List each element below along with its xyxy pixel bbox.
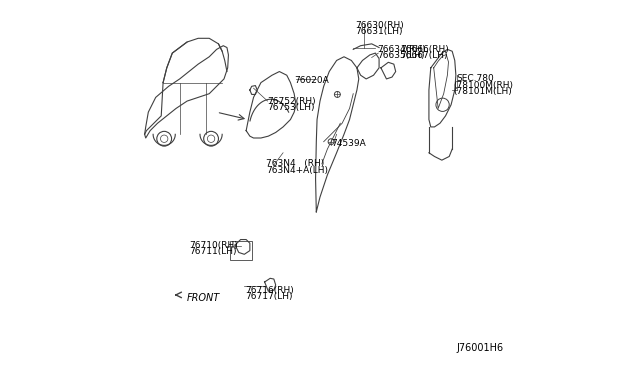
Text: 76666(RH): 76666(RH) bbox=[401, 45, 449, 54]
Text: 76630(RH): 76630(RH) bbox=[355, 21, 404, 30]
Text: J76001H6: J76001H6 bbox=[456, 343, 504, 353]
Text: 76717(LH): 76717(LH) bbox=[245, 292, 293, 301]
Text: 76634(RH): 76634(RH) bbox=[377, 45, 426, 54]
Text: SEC.780: SEC.780 bbox=[456, 74, 494, 83]
FancyBboxPatch shape bbox=[230, 241, 252, 260]
Text: 76635(LH): 76635(LH) bbox=[377, 51, 425, 60]
Text: 76710(RH): 76710(RH) bbox=[189, 241, 237, 250]
Text: 763N4   (RH): 763N4 (RH) bbox=[266, 159, 324, 169]
Text: 763N4+A(LH): 763N4+A(LH) bbox=[266, 166, 328, 174]
Text: 76753(LH): 76753(LH) bbox=[268, 103, 315, 112]
Text: 76631(LH): 76631(LH) bbox=[355, 27, 403, 36]
Text: 76667(LH): 76667(LH) bbox=[401, 51, 448, 60]
Text: (78100M(RH): (78100M(RH) bbox=[453, 81, 513, 90]
Text: 74539A: 74539A bbox=[331, 139, 366, 148]
Text: 76711(LH): 76711(LH) bbox=[189, 247, 236, 256]
Text: FRONT: FRONT bbox=[186, 292, 220, 302]
Text: 76716(RH): 76716(RH) bbox=[245, 286, 294, 295]
Text: 76020A: 76020A bbox=[294, 76, 329, 85]
Text: 76752(RH): 76752(RH) bbox=[268, 97, 316, 106]
Text: (78101M(LH): (78101M(LH) bbox=[453, 87, 511, 96]
